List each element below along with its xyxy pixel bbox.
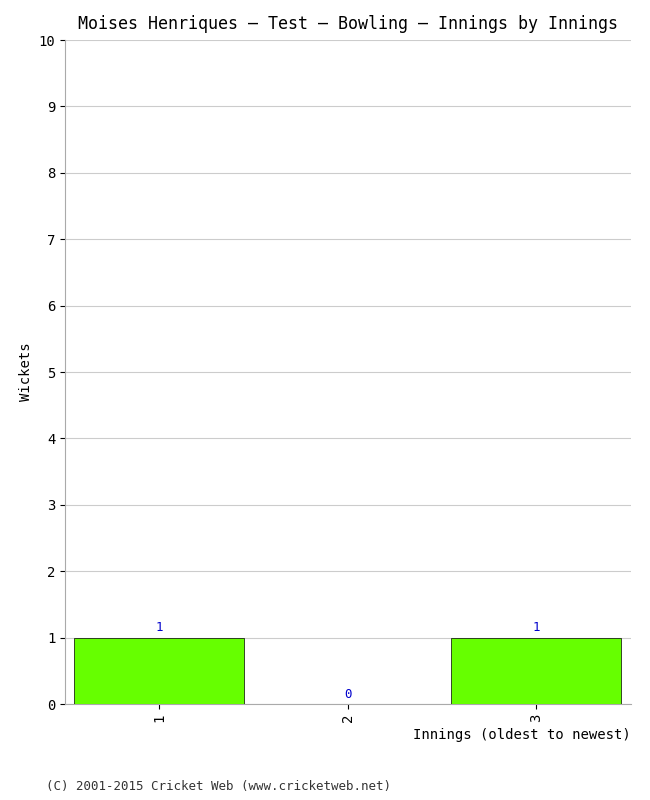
Y-axis label: Wickets: Wickets xyxy=(19,342,33,402)
X-axis label: Innings (oldest to newest): Innings (oldest to newest) xyxy=(413,728,630,742)
Bar xyxy=(451,638,621,704)
Title: Moises Henriques – Test – Bowling – Innings by Innings: Moises Henriques – Test – Bowling – Inni… xyxy=(78,15,618,33)
Text: 1: 1 xyxy=(532,622,540,634)
Bar xyxy=(75,638,244,704)
Text: 0: 0 xyxy=(344,688,352,701)
Text: 1: 1 xyxy=(155,622,163,634)
Text: (C) 2001-2015 Cricket Web (www.cricketweb.net): (C) 2001-2015 Cricket Web (www.cricketwe… xyxy=(46,781,391,794)
